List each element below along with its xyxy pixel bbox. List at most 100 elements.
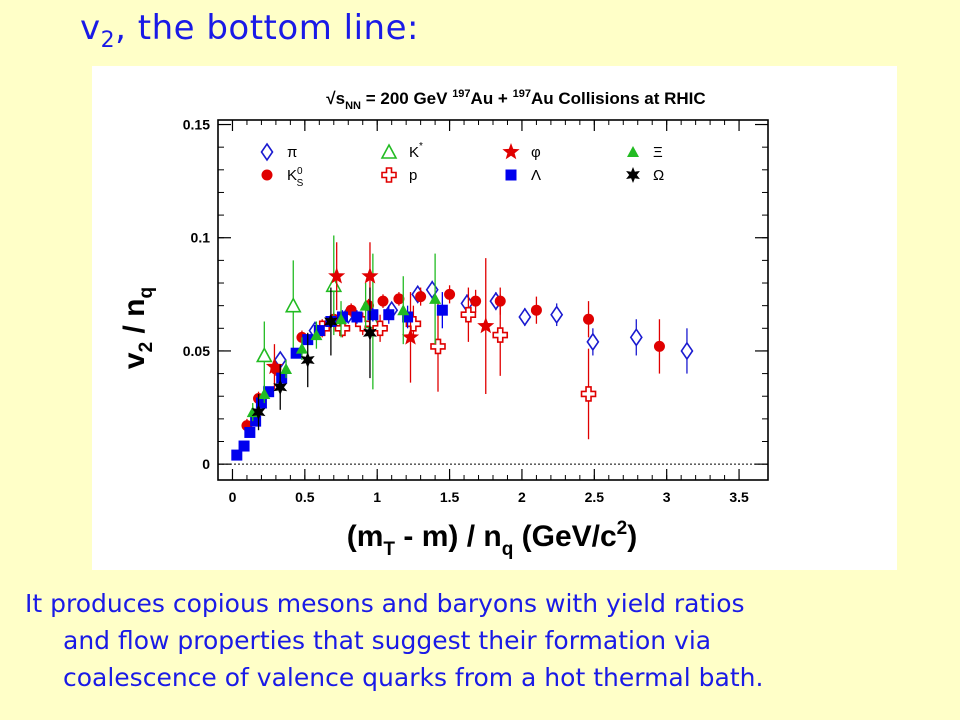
data-point-lambda: [351, 311, 363, 323]
data-point-proton: [430, 338, 446, 355]
data-point-pi: [680, 341, 694, 361]
chart-title-energy: = 200 GeV: [361, 89, 452, 108]
legend-marker-omega: [626, 167, 640, 183]
legend-label-phi: φ: [531, 144, 541, 161]
data-point-ks0: [393, 293, 405, 305]
legend-label-ks0: K0 S: [287, 166, 304, 189]
x-tick-label: 0.5: [295, 489, 315, 505]
legend-marker-lambda: [505, 169, 517, 181]
data-point-lambda: [255, 397, 267, 409]
xlabel-b-sub: q: [502, 539, 514, 560]
data-point-lambda: [436, 304, 448, 316]
data-point-lambda: [383, 309, 395, 321]
chart-figure: √sNN = 200 GeV 197Au + 197Au Collisions …: [92, 66, 897, 570]
y-tick-label: 0.05: [183, 343, 210, 359]
data-point-xi: [280, 363, 293, 375]
ylabel-a-sub: 2: [136, 342, 157, 353]
chart-title-au1: Au +: [471, 89, 513, 108]
slide-title-sub: 2: [100, 27, 116, 53]
ylabel-a: v: [118, 352, 151, 369]
x-tick-label: 1.5: [440, 489, 460, 505]
data-point-proton: [580, 386, 597, 402]
data-point-ks0: [415, 291, 427, 303]
slide-title-rest: , the bottom line:: [115, 8, 419, 48]
x-tick-label: 3: [663, 489, 671, 505]
y-tick-label: 0: [202, 456, 210, 472]
chart-title-sqrt-sub: NN: [345, 100, 361, 112]
data-point-ks0: [530, 304, 542, 316]
data-point-kstar: [255, 346, 273, 363]
data-point-lambda: [402, 311, 414, 323]
data-point-omega: [251, 404, 266, 421]
chart-plot-area: [231, 235, 694, 461]
x-tick-label: 2: [518, 489, 526, 505]
x-tick-label: 0: [229, 489, 237, 505]
legend-label-pi: π: [287, 144, 297, 161]
legend-marker-pi: [260, 142, 274, 162]
data-point-proton: [492, 327, 509, 343]
data-point-lambda: [238, 440, 250, 452]
data-point-omega: [363, 324, 377, 341]
legend-marker-phi: [502, 143, 520, 160]
data-point-lambda: [290, 347, 302, 359]
data-point-xi: [359, 299, 372, 311]
data-point-ks0: [470, 295, 482, 307]
chart-title-sup1: 197: [452, 88, 470, 100]
chart-y-axis-label: v2 / nq: [118, 287, 157, 369]
legend-label-kstar: K*: [409, 141, 423, 161]
data-point-pi: [586, 332, 600, 352]
slide-title-main: v: [80, 8, 101, 48]
data-point-phi: [361, 267, 379, 284]
chart-title-sup2: 197: [513, 88, 531, 100]
data-point-lambda: [231, 449, 243, 461]
data-point-phi: [265, 357, 283, 375]
data-point-omega: [300, 352, 315, 368]
caption-line-2: and flow properties that suggest their f…: [63, 626, 712, 655]
x-tick-label: 2.5: [585, 489, 605, 505]
chart-title-au2: Au Collisions at RHIC: [531, 89, 706, 108]
series-omega: [251, 287, 377, 431]
xlabel-a-sub: T: [383, 539, 395, 560]
y-tick-label: 0.1: [191, 230, 211, 246]
data-point-ks0: [377, 295, 389, 307]
data-point-lambda: [367, 309, 379, 321]
data-point-omega: [273, 379, 288, 396]
data-point-lambda: [276, 372, 288, 384]
data-point-kstar: [284, 296, 302, 313]
xlabel-a: (m: [347, 520, 384, 553]
data-point-pi: [629, 327, 643, 347]
y-tick-label: 0.15: [183, 117, 210, 133]
legend-marker-proton: [381, 167, 397, 183]
data-point-omega: [324, 313, 338, 330]
legend-label-omega: Ω: [653, 167, 664, 184]
chart-x-axis-label: (mT - m) / nq (GeV/c2): [347, 518, 638, 560]
series-xi: [246, 253, 442, 422]
data-point-xi: [310, 329, 323, 341]
slide-title: v2, the bottom line:: [80, 8, 419, 53]
data-point-proton: [372, 320, 388, 337]
legend-label-proton: p: [409, 167, 417, 184]
data-point-ks0: [583, 313, 595, 325]
xlabel-d: ): [627, 520, 637, 553]
data-point-ks0: [653, 340, 665, 352]
data-point-phi: [477, 317, 495, 334]
data-point-phi: [401, 328, 420, 345]
xlabel-c-sup: 2: [617, 518, 628, 539]
ylabel-b: / n: [118, 299, 151, 342]
data-point-pi: [518, 307, 532, 327]
chart-legend: π K* φ Ξ K0 S p Λ Ω: [260, 141, 664, 189]
chart-svg: √sNN = 200 GeV 197Au + 197Au Collisions …: [118, 88, 769, 560]
caption-line-3: coalescence of valence quarks from a hot…: [63, 663, 764, 692]
chart-axes: 0 0.5 1 1.5 2 2.5 3 3.5 0 0.05 0.1 0.15: [183, 117, 769, 505]
data-point-xi: [429, 292, 442, 304]
data-point-lambda: [244, 426, 256, 438]
data-point-pi: [550, 305, 564, 325]
xlabel-c: (GeV/c: [513, 520, 616, 553]
data-point-lambda: [250, 415, 262, 427]
chart-title: √sNN = 200 GeV 197Au + 197Au Collisions …: [326, 88, 705, 112]
data-point-xi: [258, 387, 271, 399]
data-point-phi: [328, 267, 346, 284]
data-point-proton: [460, 306, 477, 323]
slide-caption: It produces copious mesons and baryons w…: [25, 585, 945, 696]
data-point-lambda: [263, 386, 275, 398]
